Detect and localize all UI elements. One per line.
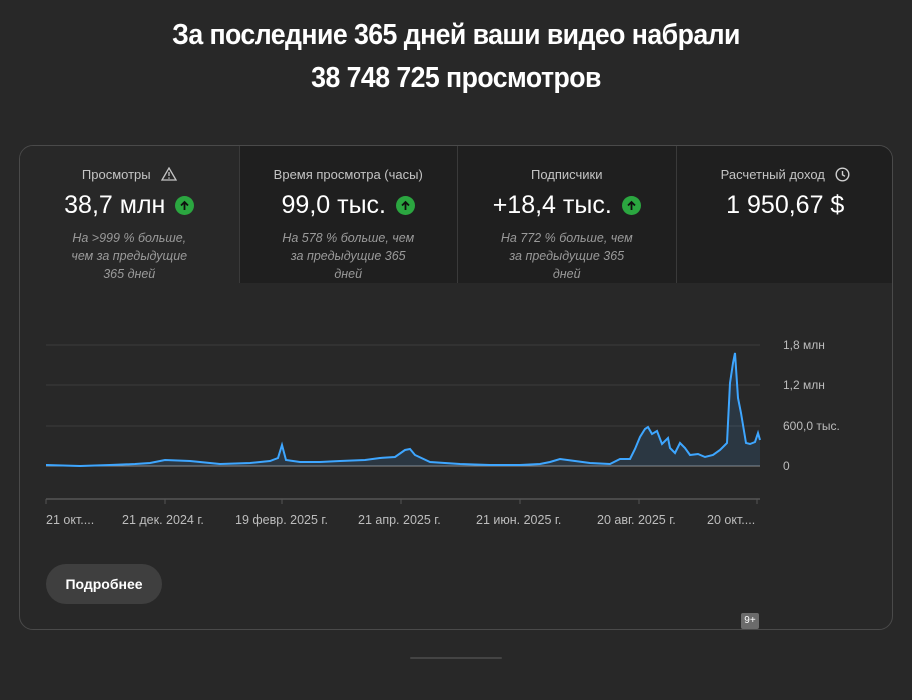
x-tick: 21 дек. 2024 г. [122, 513, 204, 527]
headline: За последние 365 дней ваши видео набрали… [36, 14, 875, 100]
metric-comparison: На 578 % больше, чем за предыдущие 365 д… [282, 231, 415, 281]
clock-icon[interactable] [835, 166, 850, 182]
annotation-badge[interactable]: 9+ [741, 613, 759, 629]
x-tick: 20 авг. 2025 г. [597, 513, 676, 527]
divider [410, 657, 502, 659]
y-tick: 1,8 млн [783, 338, 825, 352]
views-line [45, 352, 761, 468]
arrow-up-icon [175, 195, 195, 215]
headline-line1: За последние 365 дней ваши видео набрали [172, 19, 740, 51]
metrics-tabs: Просмотры 38,7 млн На >999 % больше, чем… [20, 146, 892, 283]
metric-title: Просмотры [81, 166, 151, 182]
tab-views[interactable]: Просмотры 38,7 млн На >999 % больше, чем… [20, 146, 239, 283]
metric-title: Время просмотра (часы) [273, 166, 423, 182]
arrow-up-icon [395, 195, 415, 215]
x-tick: 19 февр. 2025 г. [235, 513, 328, 527]
chart-plot [45, 344, 761, 504]
y-tick: 600,0 тыс. [783, 419, 840, 433]
metric-value: 38,7 млн [64, 190, 166, 219]
metric-comparison: На 772 % больше, чем за предыдущие 365 д… [500, 231, 633, 281]
headline-line2: 38 748 725 просмотров [311, 62, 601, 94]
x-tick: 21 окт.... [46, 513, 95, 527]
arrow-up-icon [621, 195, 641, 215]
x-tick: 21 июн. 2025 г. [476, 513, 562, 527]
y-tick: 1,2 млн [783, 378, 825, 392]
x-tick: 21 апр. 2025 г. [358, 513, 441, 527]
y-tick: 0 [783, 459, 790, 473]
views-chart: 1,8 млн 1,2 млн 600,0 тыс. 0 9+ 21 окт..… [20, 283, 892, 629]
tab-watch-time[interactable]: Время просмотра (часы) 99,0 тыс. На 578 … [238, 146, 457, 283]
metric-value: 1 950,67 $ [726, 190, 845, 219]
tab-revenue[interactable]: Расчетный доход 1 950,67 $ [675, 146, 892, 283]
warning-icon[interactable] [160, 167, 177, 181]
more-details-button[interactable]: Подробнее [46, 564, 162, 604]
tab-subscribers[interactable]: Подписчики +18,4 тыс. На 772 % больше, ч… [457, 146, 676, 283]
x-tick: 20 окт.... [707, 513, 756, 527]
analytics-card: Просмотры 38,7 млн На >999 % больше, чем… [19, 145, 893, 630]
metric-value: +18,4 тыс. [492, 190, 612, 219]
metric-comparison: На >999 % больше, чем за предыдущие 365 … [71, 231, 188, 281]
metric-title: Расчетный доход [720, 166, 825, 182]
metric-value: 99,0 тыс. [281, 190, 386, 219]
metric-title: Подписчики [530, 166, 603, 182]
